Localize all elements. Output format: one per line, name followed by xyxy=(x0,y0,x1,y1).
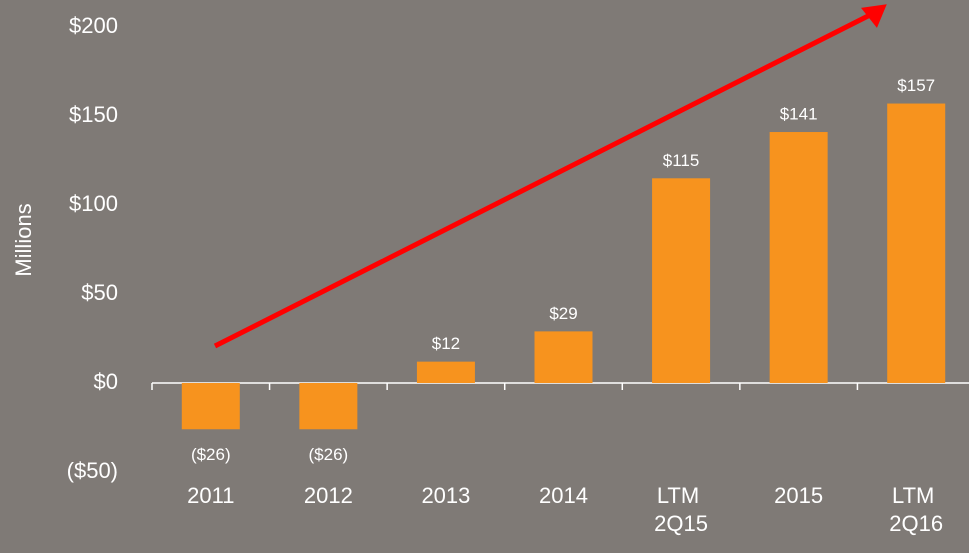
y-tick-label: ($50) xyxy=(67,458,118,483)
x-tick-label: LTM 2Q16 xyxy=(889,483,943,536)
value-label: $29 xyxy=(549,304,577,323)
trend-arrow xyxy=(213,11,874,349)
plot: ($50) $0 $50 $100 $150 $200 ($26) 2011 ($26) 2012… xyxy=(67,13,969,536)
value-label: ($26) xyxy=(191,445,231,464)
bar xyxy=(769,132,828,383)
bar xyxy=(887,103,946,383)
x-tick-label: 2011 xyxy=(187,483,234,508)
y-tick-label: $100 xyxy=(69,191,118,216)
bar xyxy=(652,178,711,383)
x-tick-label: LTM 2Q15 xyxy=(654,483,708,536)
y-axis-label: Millions xyxy=(11,203,36,276)
arrow-head xyxy=(861,4,887,28)
value-label: ($26) xyxy=(309,445,349,464)
y-tick-label: $200 xyxy=(69,13,118,38)
value-label: $157 xyxy=(897,76,935,95)
y-tick-label: $50 xyxy=(81,280,118,305)
x-tick-label: 2013 xyxy=(421,483,470,508)
bar xyxy=(181,383,240,430)
bar xyxy=(534,331,593,383)
y-tick-label: $150 xyxy=(69,102,118,127)
value-label: $115 xyxy=(663,151,700,170)
y-tick-label: $0 xyxy=(94,369,118,394)
bar xyxy=(299,383,358,430)
x-tick-label: 2012 xyxy=(304,483,353,508)
value-label: $12 xyxy=(432,334,460,353)
x-tick-label: 2015 xyxy=(774,483,823,508)
value-label: $141 xyxy=(780,105,818,124)
bar xyxy=(416,361,475,383)
x-tick-label: 2014 xyxy=(539,483,588,508)
